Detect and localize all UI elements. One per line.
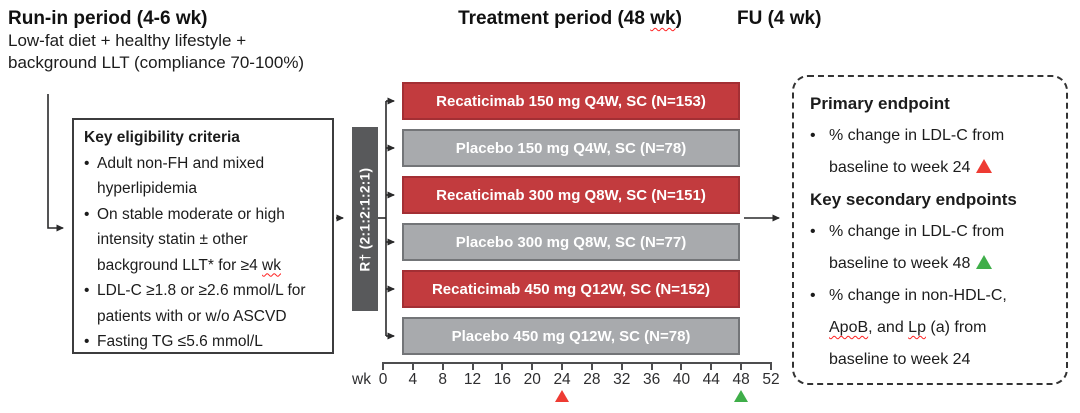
red-triangle-icon xyxy=(976,159,993,173)
secondary-endpoint-2-bullet: • % change in non-HDL-C, xyxy=(810,280,1056,312)
axis-tick xyxy=(620,362,623,370)
axis-tick xyxy=(411,362,414,370)
runin-to-eligibility-connector xyxy=(47,94,64,232)
axis-tick xyxy=(501,362,504,370)
eligibility-text: LDL-C ≥1.8 or ≥2.6 mmol/L for xyxy=(97,282,306,299)
primary-endpoint-cont: baseline to week 24 xyxy=(810,152,1056,184)
axis-tick-label: 8 xyxy=(438,371,447,388)
bullet-icon: • xyxy=(84,154,90,172)
axis-tick-label: 52 xyxy=(762,371,780,388)
follow-up-title: FU (4 wk) xyxy=(737,8,822,29)
endpoint-text: (a) from xyxy=(925,319,987,336)
axis-unit-label: wk xyxy=(352,371,371,388)
axis-tick xyxy=(740,362,743,370)
axis-tick xyxy=(382,362,384,370)
axis-tick xyxy=(471,362,474,370)
endpoint-text-wavy: ApoB xyxy=(829,319,869,336)
secondary-endpoint-2-cont2: baseline to week 24 xyxy=(829,351,971,368)
run-in-period-title: Run-in period (4-6 wk) xyxy=(8,8,208,29)
endpoint-text: , and xyxy=(868,319,909,336)
arm-bar-recaticimab-450: Recaticimab 450 mg Q12W, SC (N=152) xyxy=(402,270,740,308)
axis-tick xyxy=(680,362,683,370)
arm-bar-placebo-450: Placebo 450 mg Q12W, SC (N=78) xyxy=(402,317,740,355)
axis-tick-label: 16 xyxy=(493,371,511,388)
endpoint-text: baseline to week 24 xyxy=(829,159,971,176)
axis-tick-label: 0 xyxy=(378,371,388,388)
axis-tick-label: 40 xyxy=(672,371,691,388)
axis-tick-label: 32 xyxy=(613,371,631,388)
axis-tick xyxy=(531,362,534,370)
axis-tick-label: 24 xyxy=(553,371,571,388)
axis-tick-label: 20 xyxy=(523,371,541,388)
primary-endpoint-bullet: • % change in LDL-C from xyxy=(810,120,1056,152)
secondary-endpoint-1-bullet: • % change in LDL-C from xyxy=(810,216,1056,248)
bullet-icon: • xyxy=(84,282,90,299)
axis-tick xyxy=(441,362,444,370)
run-in-description-line2: background LLT (compliance 70-100%) xyxy=(8,53,305,72)
eligibility-bullet-4: • Fasting TG ≤5.6 mmol/L xyxy=(84,329,328,355)
arm-bar-recaticimab-150: Recaticimab 150 mg Q4W, SC (N=153) xyxy=(402,82,740,120)
arm-bar-placebo-300: Placebo 300 mg Q8W, SC (N=77) xyxy=(402,223,740,261)
axis-tick-label: 28 xyxy=(583,371,601,388)
bullet-icon: • xyxy=(84,333,90,350)
axis-tick-label: 12 xyxy=(463,371,482,388)
eligibility-bullet-2-cont1: intensity statin ± other xyxy=(97,231,248,248)
week-axis: 0 4 8 12 16 20 24 28 32 36 40 44 48 52 xyxy=(379,362,780,402)
endpoint-text: % change in LDL-C from xyxy=(829,223,1005,240)
eligibility-text: background LLT* for ≥4 xyxy=(97,256,263,274)
bullet-icon: • xyxy=(810,223,816,240)
green-triangle-icon xyxy=(976,255,993,269)
eligibility-criteria-box: Key eligibility criteria • Adult non-FH a… xyxy=(72,118,334,354)
secondary-endpoint-1-cont: baseline to week 48 xyxy=(810,248,1056,280)
eligibility-bullet-1: • Adult non-FH and mixed xyxy=(84,151,328,177)
axis-tick xyxy=(650,362,653,370)
axis-tick-label: 44 xyxy=(702,371,720,388)
endpoint-text: % change in non-HDL-C, xyxy=(829,287,1007,304)
primary-endpoint-title: Primary endpoint xyxy=(810,94,950,113)
week24-red-triangle-icon xyxy=(555,390,569,402)
bullet-icon: • xyxy=(84,205,90,223)
run-in-description-line1: Low-fat diet + healthy lifestyle + xyxy=(8,31,247,50)
eligibility-bullet-3-cont: patients with or w/o ASCVD xyxy=(97,307,287,325)
arm-bar-recaticimab-300: Recaticimab 300 mg Q8W, SC (N=151) xyxy=(402,176,740,214)
treatment-title-wk: wk xyxy=(650,8,676,29)
axis-tick xyxy=(561,362,564,370)
treatment-title-pre: Treatment period (48 xyxy=(458,8,651,29)
treatment-title-post: ) xyxy=(675,8,682,29)
eligibility-text-wavy: wk xyxy=(262,256,281,274)
randomization-bar: R† (2:1:2:1:2:1) xyxy=(352,127,378,311)
secondary-endpoint-2-cont1: ApoB, and Lp (a) from xyxy=(810,312,1056,344)
randomization-label: R† (2:1:2:1:2:1) xyxy=(357,167,373,271)
eligibility-bullet-3: • LDL-C ≥1.8 or ≥2.6 mmol/L for xyxy=(84,278,328,304)
bullet-icon: • xyxy=(810,287,816,304)
axis-tick xyxy=(590,362,593,370)
axis-tick-label: 4 xyxy=(408,371,418,388)
axis-tick xyxy=(710,362,713,370)
axis-line xyxy=(383,362,771,364)
endpoint-text-wavy: Lp xyxy=(908,319,926,336)
eligibility-text: Fasting TG ≤5.6 mmol/L xyxy=(97,333,263,350)
eligibility-bullet-1-cont: hyperlipidemia xyxy=(97,180,197,197)
secondary-endpoints-title: Key secondary endpoints xyxy=(810,190,1017,209)
eligibility-title: Key eligibility criteria xyxy=(84,129,240,146)
axis-tick xyxy=(770,362,772,370)
axis-tick-label: 48 xyxy=(732,371,750,388)
eligibility-text: On stable moderate or high xyxy=(97,205,285,223)
eligibility-bullet-2-cont2: background LLT* for ≥4 wk xyxy=(84,253,328,279)
endpoint-text: % change in LDL-C from xyxy=(829,127,1005,144)
arm-bar-placebo-150: Placebo 150 mg Q4W, SC (N=78) xyxy=(402,129,740,167)
eligibility-text: Adult non-FH and mixed xyxy=(97,154,265,172)
bullet-icon: • xyxy=(810,127,816,144)
endpoint-text: baseline to week 48 xyxy=(829,255,971,272)
eligibility-bullet-2: • On stable moderate or high xyxy=(84,202,328,228)
treatment-period-title: Treatment period (48 wk) xyxy=(395,8,745,30)
endpoints-box: Primary endpoint • % change in LDL-C from… xyxy=(792,75,1068,385)
axis-tick-label: 36 xyxy=(642,371,661,388)
week48-green-triangle-icon xyxy=(734,390,748,402)
